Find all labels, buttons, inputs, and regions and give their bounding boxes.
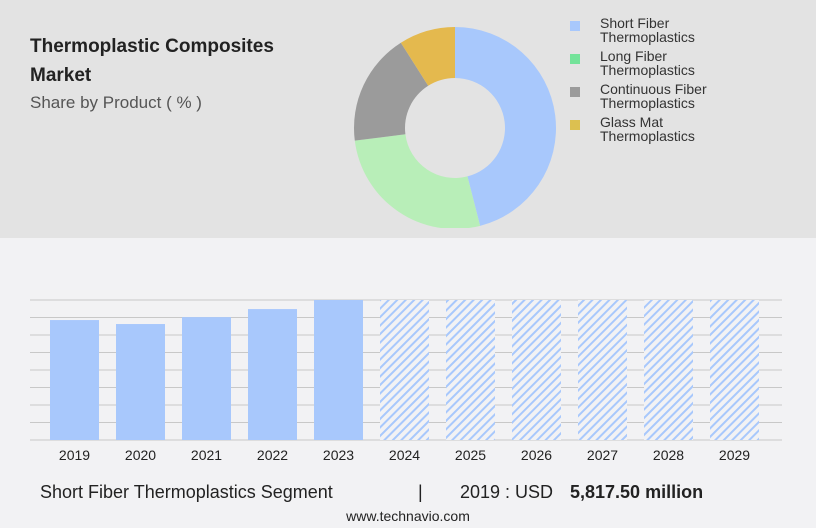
- legend-label: Glass Mat Thermoplastics: [600, 114, 695, 144]
- x-tick-label: 2022: [257, 447, 288, 463]
- bar: [314, 300, 363, 440]
- x-tick-label: 2026: [521, 447, 552, 463]
- donut-slice: [455, 27, 556, 226]
- x-tick-label: 2020: [125, 447, 156, 463]
- legend-item: Continuous Fiber Thermoplastics: [570, 82, 750, 110]
- x-tick-label: 2027: [587, 447, 618, 463]
- footer: Short Fiber Thermoplastics Segment | 201…: [40, 482, 800, 506]
- legend-swatch: [570, 54, 580, 64]
- separator: |: [418, 482, 423, 502]
- forecast-bar: [710, 300, 759, 440]
- x-tick-label: 2019: [59, 447, 90, 463]
- legend-swatch: [570, 87, 580, 97]
- x-tick-label: 2023: [323, 447, 354, 463]
- legend-label: Long Fiber Thermoplastics: [600, 48, 695, 78]
- year-label: 2019 : USD: [460, 482, 554, 502]
- x-tick-label: 2028: [653, 447, 684, 463]
- chart-title: Thermoplastic Composites Market: [30, 36, 274, 86]
- forecast-bar: [578, 300, 627, 440]
- forecast-bar: [512, 300, 561, 440]
- donut-slice: [354, 134, 481, 228]
- forecast-bar: [380, 300, 429, 440]
- legend-swatch: [570, 120, 580, 130]
- x-tick-label: 2021: [191, 447, 222, 463]
- legend-swatch: [570, 21, 580, 31]
- donut-slice: [400, 27, 455, 86]
- bar: [50, 320, 99, 440]
- legend-item: Short Fiber Thermoplastics: [570, 16, 750, 44]
- x-tick-label: 2024: [389, 447, 420, 463]
- x-tick-label: 2029: [719, 447, 750, 463]
- legend-item: Glass Mat Thermoplastics: [570, 115, 750, 143]
- donut-chart: [354, 27, 556, 228]
- legend-label: Continuous Fiber Thermoplastics: [600, 81, 707, 111]
- bar-chart: 2019 2020 2021 2022 2023 2024 2025 2026 2027 2028…: [30, 299, 782, 463]
- bar: [116, 324, 165, 440]
- forecast-bar: [446, 300, 495, 440]
- legend-item: Long Fiber Thermoplastics: [570, 49, 750, 77]
- website-link[interactable]: www.technavio.com: [346, 508, 470, 524]
- bar: [182, 317, 231, 440]
- x-tick-label: 2025: [455, 447, 486, 463]
- segment-value: 5,817.50 million: [570, 482, 704, 502]
- legend-label: Short Fiber Thermoplastics: [600, 15, 695, 45]
- donut-slice: [354, 42, 429, 141]
- forecast-bar: [644, 300, 693, 440]
- chart-subtitle: Share by Product ( % ): [30, 93, 202, 112]
- segment-label: Short Fiber Thermoplastics Segment: [40, 482, 333, 502]
- legend: Short Fiber Thermoplastics Long Fiber The…: [570, 16, 750, 148]
- bar: [248, 309, 297, 440]
